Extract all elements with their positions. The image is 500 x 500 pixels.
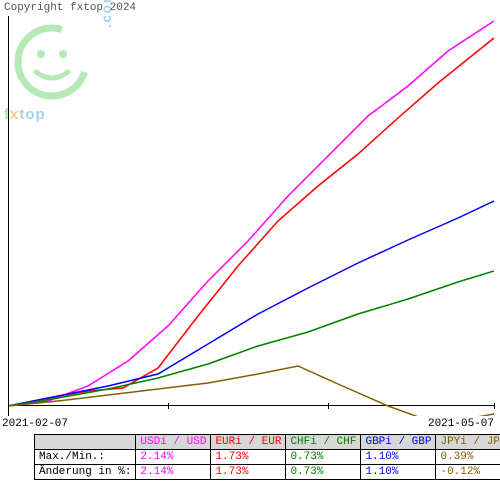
table-header: EURi / EUR	[211, 435, 286, 450]
x-tick	[328, 403, 329, 409]
x-tick	[8, 403, 9, 409]
table-cell: -0.12%	[436, 465, 500, 480]
series-EURi_EUR	[8, 38, 494, 406]
table-cell: 1.73%	[211, 450, 286, 465]
table-header: CHFi / CHF	[286, 435, 361, 450]
x-axis-label-start: 2021-02-07	[2, 418, 68, 430]
series-CHFi_CHF	[8, 271, 494, 406]
table-header: JPYi / JPY	[436, 435, 500, 450]
x-axis-label-end: 2021-05-07	[428, 418, 494, 430]
chart-area	[8, 16, 494, 416]
copyright-text: Copyright fxtop 2024	[4, 2, 136, 14]
table-cell: 2.14%	[136, 450, 211, 465]
summary-table: USDi / USDEURi / EURCHFi / CHFGBPi / GBP…	[34, 434, 500, 480]
table-cell: 1.10%	[361, 465, 436, 480]
table-header: USDi / USD	[136, 435, 211, 450]
x-tick	[494, 403, 495, 409]
table-cell: 0.73%	[286, 465, 361, 480]
chart-lines	[8, 16, 494, 416]
table-cell: 1.73%	[211, 465, 286, 480]
table-row-label: Änderung in %:	[35, 465, 136, 480]
x-tick	[168, 403, 169, 409]
table-header: GBPi / GBP	[361, 435, 436, 450]
table-row-label: Max./Min.:	[35, 450, 136, 465]
table-corner	[35, 435, 136, 450]
table-cell: 0.39%	[436, 450, 500, 465]
table-cell: 1.10%	[361, 450, 436, 465]
table-cell: 2.14%	[136, 465, 211, 480]
table-cell: 0.73%	[286, 450, 361, 465]
